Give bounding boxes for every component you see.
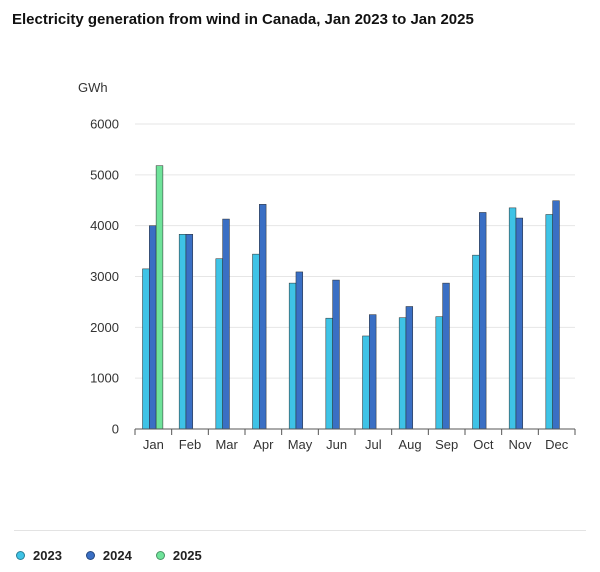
bar-2023-nov[interactable] — [508, 207, 517, 430]
legend-dot-2025 — [155, 551, 165, 560]
bar-2023-sep[interactable] — [435, 316, 443, 430]
bar-2023-dec[interactable] — [545, 214, 553, 430]
bar-2023-apr[interactable] — [252, 253, 260, 430]
x-tick-label-jul: Jul — [365, 437, 382, 452]
legend-dot-2023 — [16, 551, 25, 560]
bar-2024-apr[interactable] — [259, 204, 267, 430]
bar-2024-jun[interactable] — [332, 279, 340, 430]
y-tick-label-1000: 1000 — [90, 371, 119, 386]
legend-label-2023: 2023 — [33, 548, 62, 563]
x-tick-label-dec: Dec — [545, 437, 569, 452]
bar-2024-may[interactable] — [295, 271, 304, 430]
legend-divider — [14, 530, 586, 531]
legend-item-2024[interactable]: 2024 — [85, 548, 132, 563]
bar-2023-jul[interactable] — [362, 335, 370, 430]
x-tick-label-may: May — [288, 437, 313, 452]
x-tick-label-nov: Nov — [508, 437, 532, 452]
gridlines — [135, 123, 575, 379]
x-tick-label-oct: Oct — [473, 437, 494, 452]
bar-2024-dec[interactable] — [552, 200, 560, 430]
x-tick-label-apr: Apr — [253, 437, 274, 452]
y-tick-label-5000: 5000 — [90, 167, 119, 182]
y-axis-ticks: 0 1000 2000 3000 4000 5000 6000 — [90, 117, 119, 437]
bar-2024-sep[interactable] — [442, 282, 450, 430]
y-tick-label-2000: 2000 — [90, 320, 119, 335]
bar-2023-jan[interactable] — [142, 268, 150, 430]
legend: 2023 2024 2025 — [16, 548, 202, 563]
bar-2023-may[interactable] — [288, 282, 297, 430]
chart-area: GWh 0 1000 2000 3000 4000 5000 6000 Jan Feb Mar A… — [78, 80, 576, 452]
legend-item-2025[interactable]: 2025 — [155, 548, 202, 563]
x-tick-label-mar: Mar — [215, 437, 238, 452]
x-tick-label-aug: Aug — [398, 437, 421, 452]
bar-2024-feb[interactable] — [185, 234, 194, 430]
legend-item-2023[interactable]: 2023 — [16, 548, 62, 563]
legend-label-2025: 2025 — [172, 548, 202, 563]
legend-label-2024: 2024 — [102, 548, 132, 563]
bar-2023-jun[interactable] — [325, 317, 333, 430]
bar-2024-jan[interactable] — [149, 225, 157, 430]
bar-2023-aug[interactable] — [398, 317, 407, 430]
chart-title: Electricity generation from wind in Cana… — [12, 11, 474, 28]
bar-2024-jul[interactable] — [369, 314, 377, 430]
bar-2023-oct[interactable] — [472, 254, 480, 430]
bar-2024-aug[interactable] — [405, 306, 414, 430]
bar-2023-mar[interactable] — [215, 258, 223, 430]
bar-2025-jan[interactable] — [155, 165, 164, 430]
legend-dot-2024 — [85, 551, 95, 560]
bar-2023-feb[interactable] — [178, 234, 187, 430]
y-tick-label-6000: 6000 — [90, 117, 119, 132]
x-axis-ticks: Jan Feb Mar Apr May Jun Jul Aug Sep Oct Nov Dec — [134, 429, 576, 452]
bar-2024-oct[interactable] — [479, 212, 487, 430]
x-tick-label-sep: Sep — [435, 437, 458, 452]
x-tick-label-feb: Feb — [179, 437, 201, 452]
bar-2024-mar[interactable] — [222, 218, 230, 430]
y-tick-label-0: 0 — [112, 422, 119, 437]
y-tick-label-3000: 3000 — [90, 269, 119, 284]
x-tick-label-jun: Jun — [326, 437, 347, 452]
x-tick-label-jan: Jan — [143, 437, 164, 452]
y-axis-unit-label: GWh — [78, 80, 108, 95]
bars — [142, 165, 560, 430]
bar-2024-nov[interactable] — [515, 217, 524, 430]
y-tick-label-4000: 4000 — [90, 218, 119, 233]
